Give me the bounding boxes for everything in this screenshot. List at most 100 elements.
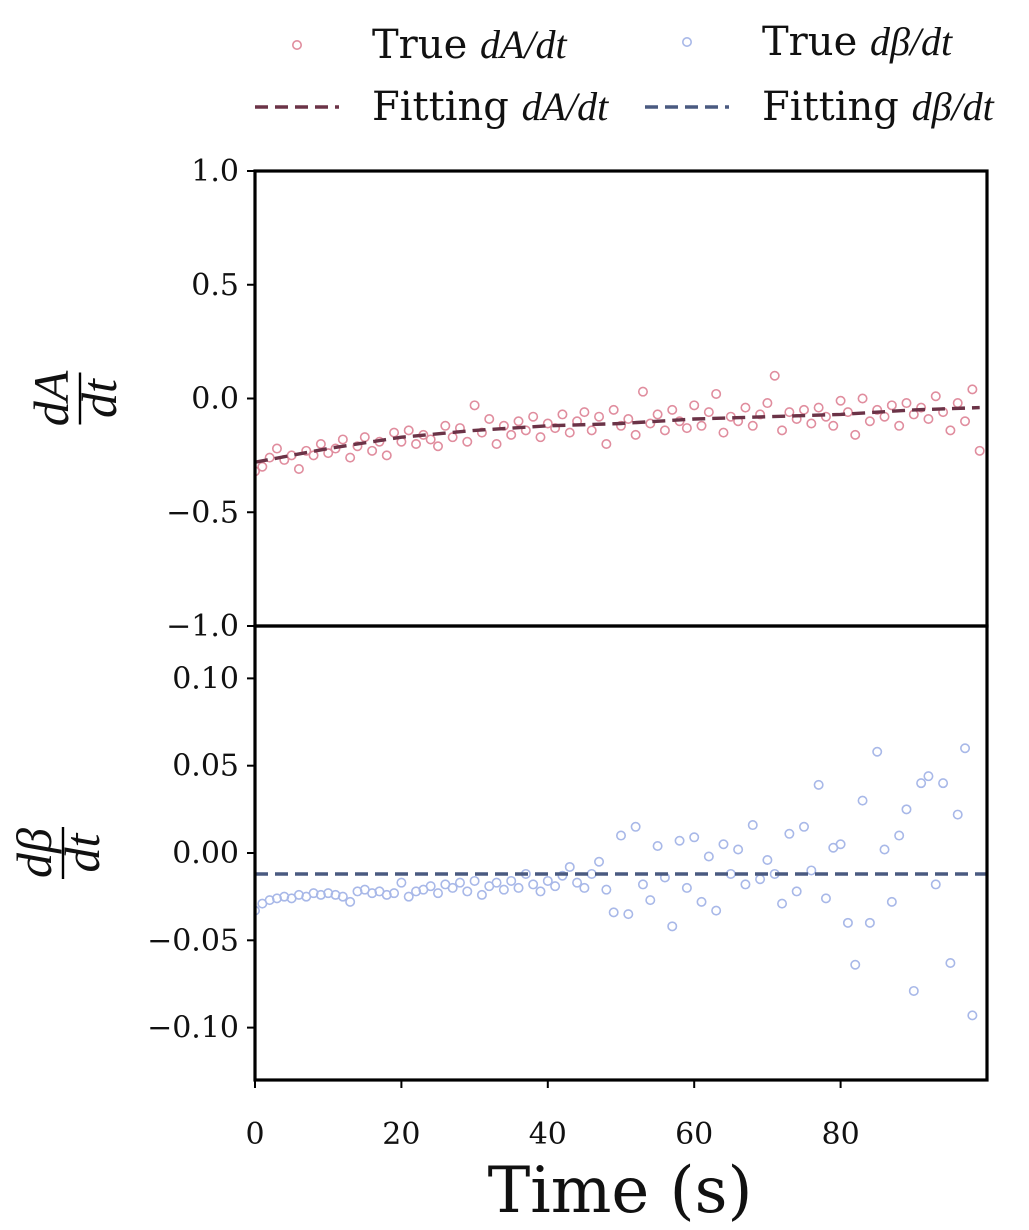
- top-series-1: [255, 405, 980, 464]
- bottom-scatter-point: [462, 886, 473, 897]
- bottom-scatter-point: [681, 882, 692, 893]
- legend-label-math: dA/dt: [522, 84, 610, 129]
- bottom-scatter-point: [564, 861, 575, 872]
- top-scatter-point: [886, 400, 897, 411]
- top-scatter-point: [513, 416, 524, 427]
- xtick-label: 40: [529, 1117, 567, 1152]
- top-scatter-point: [308, 450, 319, 461]
- bottom-scatter-point: [930, 879, 941, 890]
- top-scatter-point: [645, 418, 656, 429]
- bottom-scatter-point: [945, 958, 956, 969]
- bottom-scatter-point: [550, 881, 561, 892]
- top-scatter-point: [630, 429, 641, 440]
- top-scatter-point: [762, 398, 773, 409]
- top-scatter-point: [696, 420, 707, 431]
- bottom-ytick-label: −0.10: [147, 1011, 239, 1046]
- top-scatter-point: [564, 427, 575, 438]
- top-scatter-point: [381, 450, 392, 461]
- top-scatter-point: [586, 425, 597, 436]
- top-scatter-point: [535, 432, 546, 443]
- top-scatter-point: [542, 418, 553, 429]
- bottom-scatter-point: [623, 909, 634, 920]
- legend-label-math: dβ/dt: [912, 84, 995, 129]
- legend-item: True dA/dt: [291, 22, 568, 68]
- legend-label: True dβ/dt: [762, 19, 953, 65]
- top-scatter-point: [293, 464, 304, 475]
- legend-label-prefix: Fitting: [372, 84, 522, 130]
- top-scatter-point: [579, 407, 590, 418]
- top-scatter-point: [703, 407, 714, 418]
- top-scatter-point: [257, 461, 268, 472]
- bottom-series-0: [255, 743, 978, 1021]
- top-scatter-point: [440, 420, 451, 431]
- bottom-scatter-point: [652, 841, 663, 852]
- top-scatter-point: [352, 441, 363, 452]
- bottom-scatter-point: [762, 854, 773, 865]
- bottom-ytick-label: 0.00: [172, 836, 239, 871]
- top-scatter-point: [271, 443, 282, 454]
- bottom-scatter-point: [755, 874, 766, 885]
- top-scatter-point: [367, 445, 378, 456]
- bottom-scatter-point: [938, 778, 949, 789]
- bottom-scatter-point: [952, 809, 963, 820]
- bottom-scatter-point: [425, 881, 436, 892]
- bottom-ytick-label: 0.10: [172, 661, 239, 696]
- bottom-scatter-point: [542, 875, 553, 886]
- bottom-scatter-point: [886, 896, 897, 907]
- top-scatter-point: [345, 452, 356, 463]
- bottom-scatter-point: [337, 891, 348, 902]
- top-scatter-point: [491, 438, 502, 449]
- bottom-scatter-point: [923, 771, 934, 782]
- bottom-scatter-point: [572, 877, 583, 888]
- top-scatter-point: [828, 420, 839, 431]
- top-scatter-point: [608, 404, 619, 415]
- bottom-scatter-point: [645, 895, 656, 906]
- bottom-scatter-point: [535, 886, 546, 897]
- top-scatter-point: [528, 411, 539, 422]
- bottom-scatter-point: [864, 917, 875, 928]
- bottom-scatter-point: [689, 832, 700, 843]
- bottom-scatter-point: [711, 905, 722, 916]
- bottom-scatter-point: [345, 896, 356, 907]
- bottom-scatter-point: [901, 804, 912, 815]
- top-scatter-point: [967, 384, 978, 395]
- top-scatter-point: [718, 427, 729, 438]
- top-scatter-point: [769, 370, 780, 381]
- top-scatter-point: [557, 409, 568, 420]
- top-scatter-point: [403, 425, 414, 436]
- legend-label-math: dA/dt: [480, 22, 568, 67]
- top-scatter-point: [850, 429, 861, 440]
- top-scatter-point: [637, 386, 648, 397]
- top-scatter-point: [623, 413, 634, 424]
- top-scatter-point: [411, 438, 422, 449]
- top-scatter-point: [711, 388, 722, 399]
- bottom-scatter-point: [784, 828, 795, 839]
- bottom-scatter-point: [667, 921, 678, 932]
- top-ytick-label: 0.0: [191, 382, 239, 417]
- bottom-scatter-point: [718, 839, 729, 850]
- bottom-scatter-point: [491, 877, 502, 888]
- top-scatter-point: [901, 398, 912, 409]
- legend-label: True dA/dt: [372, 22, 568, 68]
- bottom-scatter-point: [894, 830, 905, 841]
- bottom-scatter-point: [389, 888, 400, 899]
- bottom-scatter-point: [674, 835, 685, 846]
- bottom-scatter-point: [879, 844, 890, 855]
- legend-marker-circle: [291, 39, 302, 50]
- top-scatter-point: [923, 413, 934, 424]
- bottom-scatter-point: [703, 851, 714, 862]
- legend-item: True dβ/dt: [681, 19, 953, 65]
- bottom-scatter-point: [637, 879, 648, 890]
- bottom-scatter-point: [615, 830, 626, 841]
- bottom-scatter-point: [594, 856, 605, 867]
- bottom-scatter-point: [916, 778, 927, 789]
- top-scatter-point: [323, 448, 334, 459]
- bottom-scatter-point: [798, 821, 809, 832]
- legend-label-prefix: Fitting: [762, 84, 912, 130]
- top-scatter-point: [894, 420, 905, 431]
- bottom-scatter-point: [696, 896, 707, 907]
- legend-label-prefix: True: [372, 22, 480, 68]
- top-ylabel-denominator: dt: [71, 378, 127, 418]
